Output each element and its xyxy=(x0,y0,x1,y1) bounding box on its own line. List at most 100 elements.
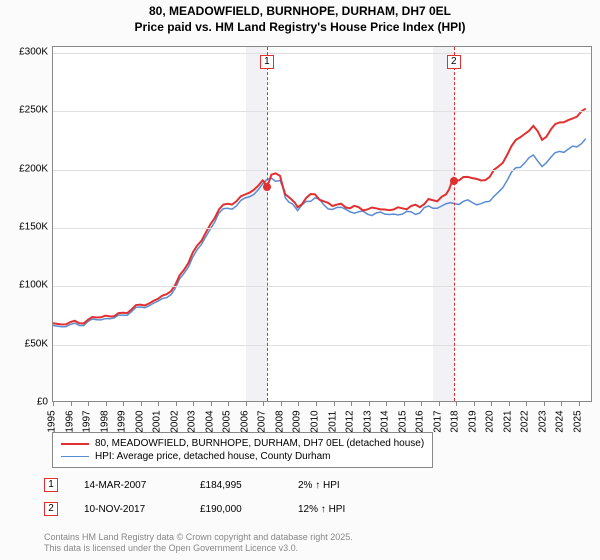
x-axis-tick-label: 1995 xyxy=(47,410,58,432)
annotation-row: 2 10-NOV-2017 £190,000 12% ↑ HPI xyxy=(44,502,345,516)
plot-area: 12 xyxy=(52,46,592,402)
x-axis-tick xyxy=(123,401,124,406)
y-axis-tick-label: £50K xyxy=(4,338,48,349)
footer-line1: Contains HM Land Registry data © Crown c… xyxy=(44,532,353,543)
x-axis-tick xyxy=(176,401,177,406)
x-axis-tick-label: 2025 xyxy=(572,410,583,432)
legend-swatch xyxy=(61,443,89,445)
x-axis-tick xyxy=(369,401,370,406)
footer-line2: This data is licensed under the Open Gov… xyxy=(44,543,353,554)
title-line2: Price paid vs. HM Land Registry's House … xyxy=(0,20,600,36)
x-axis-tick xyxy=(141,401,142,406)
x-axis-tick xyxy=(386,401,387,406)
x-axis-tick-label: 2008 xyxy=(274,410,285,432)
x-axis-tick-label: 2018 xyxy=(450,410,461,432)
y-axis-tick-label: £200K xyxy=(4,163,48,174)
legend-label: HPI: Average price, detached house, Coun… xyxy=(95,451,331,462)
x-axis-tick-label: 1999 xyxy=(117,410,128,432)
gridline xyxy=(53,345,591,346)
x-axis-tick-label: 2022 xyxy=(520,410,531,432)
annotation-date: 10-NOV-2017 xyxy=(84,504,174,515)
marker-badge: 2 xyxy=(447,55,461,69)
x-axis-tick xyxy=(281,401,282,406)
x-axis-tick-label: 2007 xyxy=(257,410,268,432)
y-axis-tick-label: £300K xyxy=(4,46,48,57)
x-axis-tick-label: 2013 xyxy=(362,410,373,432)
chart-title: 80, MEADOWFIELD, BURNHOPE, DURHAM, DH7 0… xyxy=(0,0,600,35)
x-axis-tick-label: 2005 xyxy=(222,410,233,432)
x-axis-tick-label: 2024 xyxy=(555,410,566,432)
marker-line xyxy=(267,47,268,401)
x-axis-tick xyxy=(211,401,212,406)
x-axis-tick xyxy=(579,401,580,406)
marker-badge: 2 xyxy=(44,502,58,516)
x-axis-tick xyxy=(491,401,492,406)
x-axis-tick-label: 1996 xyxy=(64,410,75,432)
x-axis-tick xyxy=(88,401,89,406)
x-axis-tick xyxy=(526,401,527,406)
x-axis-tick xyxy=(298,401,299,406)
x-axis-tick xyxy=(456,401,457,406)
x-axis-tick-label: 2014 xyxy=(380,410,391,432)
x-axis-tick-label: 2017 xyxy=(432,410,443,432)
marker-dot xyxy=(263,183,271,191)
x-axis-tick xyxy=(71,401,72,406)
x-axis-tick xyxy=(193,401,194,406)
annotation-price: £190,000 xyxy=(200,504,272,515)
x-axis-tick xyxy=(106,401,107,406)
x-axis-tick-label: 2020 xyxy=(485,410,496,432)
x-axis-tick-label: 2009 xyxy=(292,410,303,432)
annotation-pct: 2% ↑ HPI xyxy=(298,480,340,491)
annotation-price: £184,995 xyxy=(200,480,272,491)
annotation-pct: 12% ↑ HPI xyxy=(298,504,345,515)
legend-item: 80, MEADOWFIELD, BURNHOPE, DURHAM, DH7 0… xyxy=(61,437,424,450)
legend-item: HPI: Average price, detached house, Coun… xyxy=(61,450,424,463)
x-axis-tick-label: 2012 xyxy=(345,410,356,432)
x-axis-tick xyxy=(509,401,510,406)
x-axis-tick-label: 2010 xyxy=(309,410,320,432)
line-plot xyxy=(53,47,591,401)
x-axis-tick-label: 2003 xyxy=(187,410,198,432)
x-axis-tick-label: 2019 xyxy=(467,410,478,432)
gridline xyxy=(53,170,591,171)
x-axis-tick xyxy=(158,401,159,406)
x-axis-tick-label: 2011 xyxy=(327,411,338,433)
annotation-row: 1 14-MAR-2007 £184,995 2% ↑ HPI xyxy=(44,478,340,492)
x-axis-tick xyxy=(404,401,405,406)
y-axis-tick-label: £0 xyxy=(4,397,48,408)
gridline xyxy=(53,111,591,112)
x-axis-tick xyxy=(53,401,54,406)
chart-container: 80, MEADOWFIELD, BURNHOPE, DURHAM, DH7 0… xyxy=(0,0,600,560)
x-axis-tick-label: 2000 xyxy=(134,410,145,432)
x-axis-tick xyxy=(263,401,264,406)
marker-badge: 1 xyxy=(260,55,274,69)
y-axis-tick-label: £250K xyxy=(4,105,48,116)
x-axis-tick xyxy=(561,401,562,406)
x-axis-tick-label: 1997 xyxy=(82,410,93,432)
x-axis-tick xyxy=(316,401,317,406)
marker-line xyxy=(454,47,455,401)
annotation-date: 14-MAR-2007 xyxy=(84,480,174,491)
x-axis-tick-label: 2016 xyxy=(415,410,426,432)
x-axis-tick-label: 2015 xyxy=(397,410,408,432)
x-axis-tick xyxy=(421,401,422,406)
x-axis-tick-label: 1998 xyxy=(99,410,110,432)
gridline xyxy=(53,53,591,54)
title-line1: 80, MEADOWFIELD, BURNHOPE, DURHAM, DH7 0… xyxy=(0,4,600,20)
x-axis-tick xyxy=(228,401,229,406)
x-axis-tick xyxy=(351,401,352,406)
gridline xyxy=(53,286,591,287)
gridline xyxy=(53,228,591,229)
x-axis-tick-label: 2002 xyxy=(169,410,180,432)
series-line-price_paid xyxy=(53,109,586,325)
x-axis-tick xyxy=(334,401,335,406)
legend: 80, MEADOWFIELD, BURNHOPE, DURHAM, DH7 0… xyxy=(52,432,433,468)
marker-badge: 1 xyxy=(44,478,58,492)
series-line-hpi xyxy=(53,139,586,327)
x-axis-tick xyxy=(474,401,475,406)
x-axis-tick-label: 2006 xyxy=(239,410,250,432)
y-axis-tick-label: £150K xyxy=(4,221,48,232)
x-axis-tick-label: 2004 xyxy=(204,410,215,432)
marker-dot xyxy=(450,177,458,185)
x-axis-tick-label: 2021 xyxy=(502,410,513,432)
